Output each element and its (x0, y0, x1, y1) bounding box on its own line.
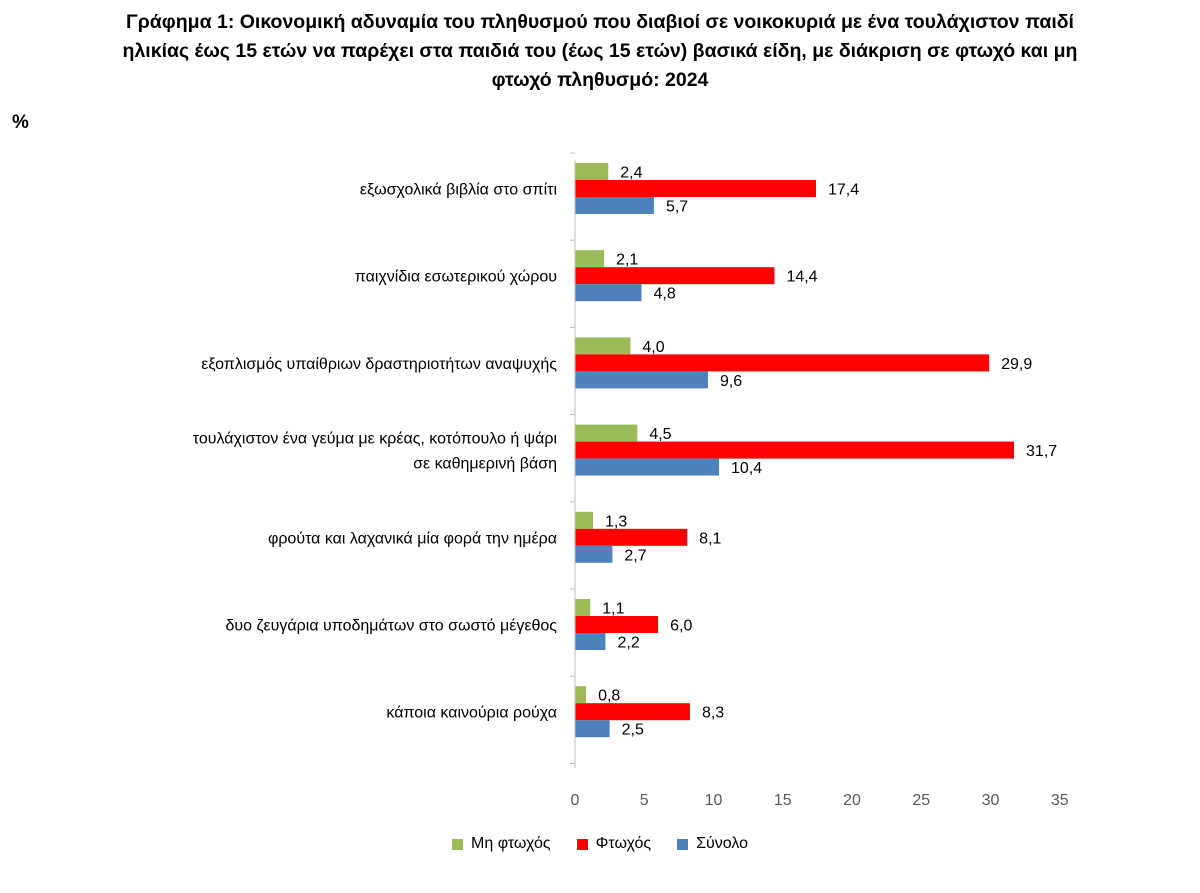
category-label-6: κάποια καινούρια ρούχα (386, 705, 557, 722)
data-label-total-0: 5,7 (666, 199, 688, 216)
data-label-total-3: 10,4 (731, 460, 762, 477)
chart-title-line-3: φτωχό πληθυσμό: 2024 (491, 69, 709, 91)
data-label-non-poor-3: 4,5 (649, 426, 671, 443)
bar-poor-0 (575, 180, 816, 197)
data-label-poor-0: 17,4 (828, 182, 859, 199)
legend-label-non-poor: Μη φτωχός (471, 835, 551, 852)
legend-label-total: Σύνολο (696, 835, 748, 852)
data-label-non-poor-6: 0,8 (598, 688, 620, 705)
x-tick-label-1: 5 (640, 792, 649, 809)
x-tick-label-4: 20 (843, 792, 861, 809)
category-label-5: δυο ζευγάρια υποδημάτων στο σωστό μέγεθο… (225, 618, 557, 635)
data-label-poor-2: 29,9 (1001, 356, 1032, 373)
legend-swatch-total (677, 838, 689, 850)
bar-poor-3 (575, 441, 1015, 459)
category-label-2: εξοπλισμός υπαίθριων δραστηριοτήτων αναψ… (201, 356, 557, 373)
bar-poor-5 (575, 616, 659, 633)
bar-poor-2 (575, 354, 990, 372)
data-label-total-4: 2,7 (624, 547, 646, 564)
legend-swatch-non-poor (452, 838, 464, 850)
x-tick-label-6: 30 (982, 792, 1000, 809)
bar-non-poor-4 (575, 511, 594, 529)
x-tick-label-0: 0 (571, 792, 580, 809)
data-label-poor-1: 14,4 (786, 269, 817, 286)
legend-item-non-poor: Μη φτωχός (452, 835, 551, 853)
bar-poor-1 (575, 267, 775, 285)
category-label-3-line-0: τουλάχιστον ένα γεύμα με κρέας, κοτόπουλ… (193, 431, 558, 448)
bar-non-poor-2 (575, 337, 631, 355)
data-label-poor-3: 31,7 (1026, 443, 1057, 460)
data-label-total-2: 9,6 (720, 373, 742, 390)
chart-legend: Μη φτωχός Φτωχός Σύνολο (0, 835, 1200, 853)
data-label-non-poor-2: 4,0 (642, 339, 664, 356)
data-label-non-poor-5: 1,1 (602, 601, 624, 618)
data-label-poor-5: 6,0 (670, 618, 692, 635)
unit-label: % (12, 112, 29, 133)
data-label-poor-4: 8,1 (699, 530, 721, 547)
legend-label-poor: Φτωχός (595, 835, 652, 852)
data-label-poor-6: 8,3 (702, 705, 724, 722)
bar-non-poor-0 (575, 163, 609, 180)
legend-item-poor: Φτωχός (576, 835, 652, 853)
x-tick-label-7: 35 (1051, 792, 1069, 809)
data-label-non-poor-0: 2,4 (620, 165, 642, 182)
x-tick-label-5: 25 (912, 792, 930, 809)
bar-total-3 (575, 458, 720, 476)
bar-total-4 (575, 545, 613, 563)
data-label-non-poor-4: 1,3 (605, 513, 627, 530)
bar-non-poor-3 (575, 424, 638, 442)
x-tick-label-2: 10 (705, 792, 723, 809)
bar-poor-6 (575, 703, 690, 721)
bar-poor-4 (575, 528, 688, 546)
bar-total-0 (575, 197, 654, 214)
category-label-4: φρούτα και λαχανικά μία φορά την ημέρα (268, 530, 557, 547)
data-label-total-6: 2,5 (622, 722, 644, 739)
legend-item-total: Σύνολο (677, 835, 748, 853)
bar-total-2 (575, 371, 708, 389)
bar-non-poor-5 (575, 599, 591, 616)
x-tick-label-3: 15 (774, 792, 792, 809)
bar-total-1 (575, 284, 642, 302)
data-label-total-5: 2,2 (617, 635, 639, 652)
bar-non-poor-1 (575, 250, 605, 268)
category-label-1: παιχνίδια εσωτερικού χώρου (355, 269, 557, 286)
legend-swatch-poor (576, 838, 588, 850)
bar-non-poor-6 (575, 686, 587, 704)
chart-title: Γράφημα 1: Οικονομική αδυναμία του πληθυ… (0, 8, 1200, 95)
chart-title-line-2: ηλικίας έως 15 ετών να παρέχει στα παιδι… (122, 40, 1078, 62)
bar-total-5 (575, 633, 606, 650)
chart-title-line-1: Γράφημα 1: Οικονομική αδυναμία του πληθυ… (126, 11, 1074, 33)
category-label-0: εξωσχολικά βιβλία στο σπίτι (360, 182, 558, 199)
data-label-non-poor-1: 2,1 (616, 252, 638, 269)
category-label-3-line-1: σε καθημερινή βάση (413, 456, 557, 473)
bar-total-6 (575, 720, 610, 738)
data-label-total-1: 4,8 (653, 286, 675, 303)
